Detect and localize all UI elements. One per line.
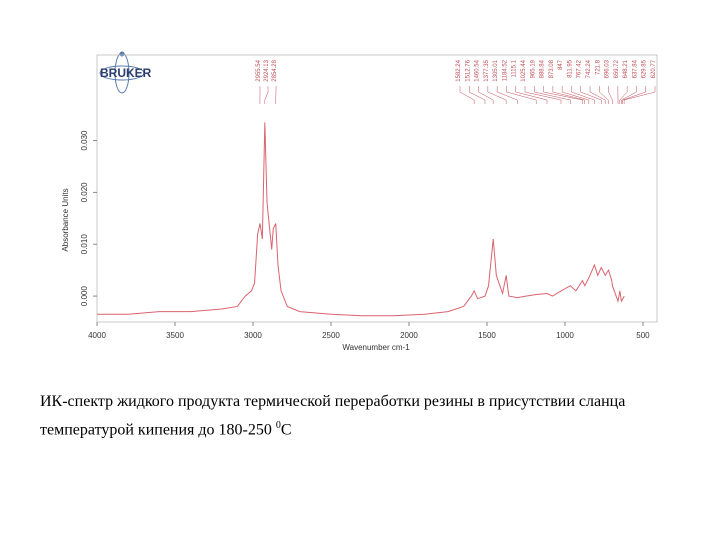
peak-label: 2924.13: [264, 59, 270, 81]
peak-label: 742.24: [586, 59, 592, 78]
peak-leader: [561, 86, 590, 104]
peak-label: 1025.44: [521, 59, 527, 81]
x-tick-label: 3000: [244, 331, 262, 340]
peak-label: 620.77: [651, 59, 657, 78]
peak-label: 637.84: [632, 59, 638, 78]
caption-text: ИК-спектр жидкого продукта термической п…: [40, 393, 626, 439]
peak-leader: [515, 86, 548, 104]
peak-leader: [599, 86, 609, 104]
peak-label: 2854.28: [272, 59, 278, 81]
peak-leader: [580, 86, 602, 104]
peak-label: 1512.76: [465, 59, 471, 81]
peak-leader: [496, 86, 518, 104]
logo-icon: [99, 51, 145, 94]
x-axis-label: Wavenumber cm-1: [342, 343, 410, 352]
peak-label: 1460.54: [475, 59, 481, 81]
peak-leader: [622, 86, 646, 104]
peak-leader: [621, 86, 637, 104]
y-tick-label: 0.020: [80, 182, 89, 203]
peak-label: 721.8: [595, 59, 601, 75]
peak-label: 1115.1: [512, 59, 518, 77]
peak-label: 1582.24: [456, 59, 462, 81]
peak-leader: [623, 86, 656, 104]
peak-leader: [571, 86, 595, 104]
peak-leader: [487, 86, 507, 104]
y-tick-label: 0.000: [80, 286, 89, 307]
peak-leader: [478, 86, 494, 104]
y-tick-label: 0.030: [80, 130, 89, 151]
peak-label: 888.84: [540, 59, 546, 78]
peak-leader: [619, 86, 628, 104]
x-tick-label: 500: [636, 331, 650, 340]
peak-label: 2955.54: [256, 59, 262, 81]
peak-label: 1305.01: [493, 59, 499, 81]
peak-label: 1184.52: [502, 59, 508, 81]
peak-label: 1377.35: [484, 59, 490, 81]
peak-label: 696.03: [605, 59, 611, 78]
peak-label: 965.19: [530, 59, 536, 78]
peak-label: 847: [558, 59, 564, 70]
peak-leader: [469, 86, 486, 104]
peak-leader: [264, 86, 269, 104]
logo: BRUKER: [100, 66, 152, 80]
x-tick-label: 4000: [88, 331, 106, 340]
x-tick-label: 1500: [478, 331, 496, 340]
peak-label: 629.85: [642, 59, 648, 78]
peak-leader: [506, 86, 537, 104]
peak-leader: [552, 86, 586, 104]
chart: BRUKER Wavenumber cm-1 Absorbance Units …: [61, 51, 658, 352]
peak-label: 873.08: [549, 59, 555, 78]
x-tick-label: 2000: [400, 331, 418, 340]
y-axis-label: Absorbance Units: [61, 188, 70, 251]
peak-label: 811.95: [567, 59, 573, 78]
x-tick-label: 2500: [322, 331, 340, 340]
peak-label: 648.21: [623, 59, 629, 78]
peak-label: 659.72: [614, 59, 620, 78]
peak-label: 767.42: [577, 59, 583, 78]
peak-leader: [524, 86, 562, 104]
x-tick-label: 1000: [556, 331, 574, 340]
y-tick-label: 0.010: [80, 234, 89, 255]
peak-leader: [608, 86, 613, 104]
peak-leader: [534, 86, 571, 104]
plot-frame: [96, 54, 658, 323]
peak-leader: [543, 86, 583, 104]
spectrum-line: [97, 122, 625, 317]
caption-superscript: 0: [275, 420, 281, 431]
x-tick-label: 3500: [166, 331, 184, 340]
peak-leader: [589, 86, 606, 104]
caption: ИК-спектр жидкого продукта термической п…: [40, 390, 680, 442]
caption-unit: С: [280, 421, 292, 439]
peak-leader: [459, 86, 475, 104]
